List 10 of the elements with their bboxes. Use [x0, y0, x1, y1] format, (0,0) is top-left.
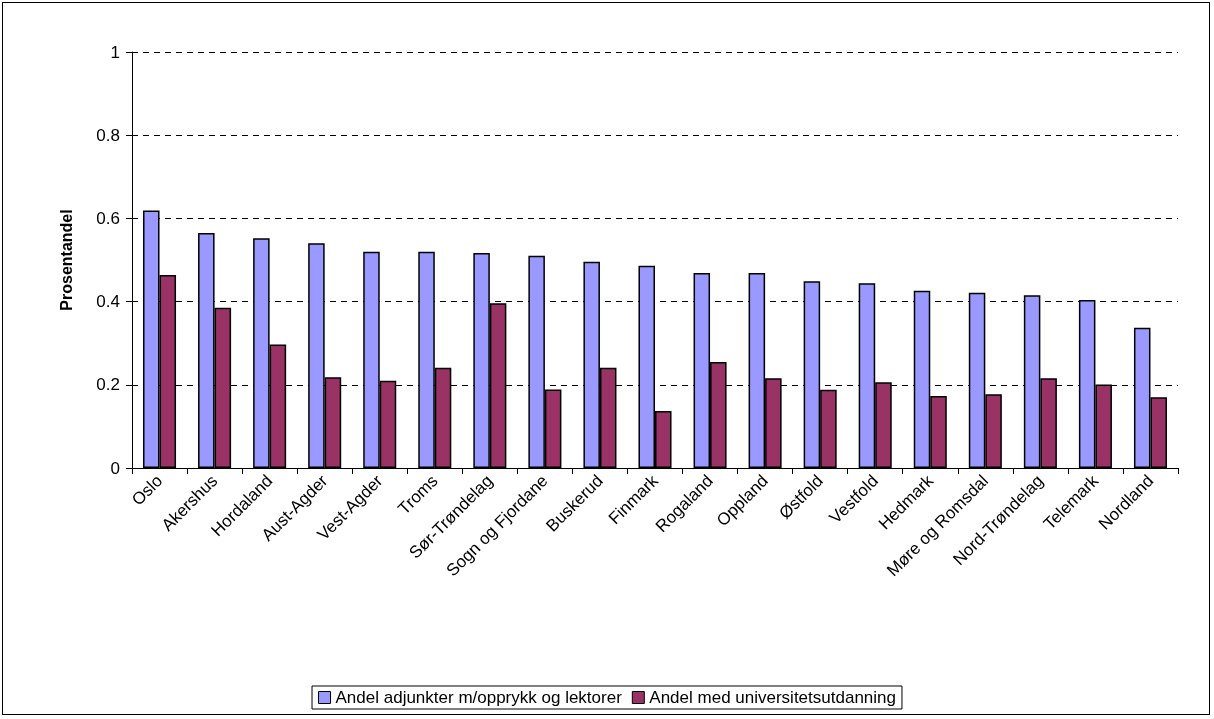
y-tick-label: 0.8: [96, 125, 120, 145]
y-tick-label: 1: [110, 42, 120, 62]
y-tick-label: 0.6: [96, 208, 120, 228]
y-tick-label: 0.4: [96, 292, 120, 312]
y-axis-title: Prosentandel: [57, 209, 75, 311]
y-tick-label: 0.2: [96, 375, 120, 395]
legend-label: Andel adjunkter m/opprykk og lektorer: [335, 688, 623, 707]
y-tick-label: 0: [110, 458, 120, 478]
legend-label: Andel med universitetsutdanning: [649, 688, 896, 707]
x-tick-label: Oslo: [128, 471, 167, 510]
